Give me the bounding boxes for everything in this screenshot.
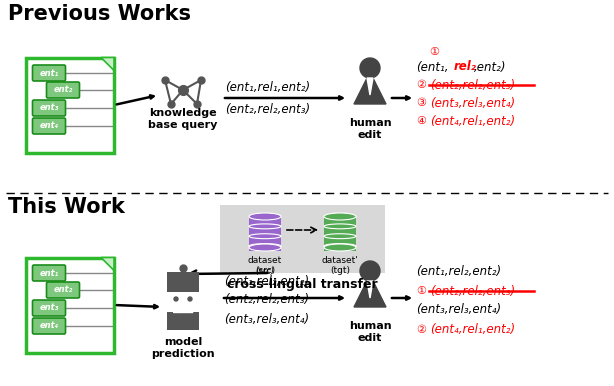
Ellipse shape — [324, 244, 356, 249]
Text: (ent₂,rel₂,ent₃): (ent₂,rel₂,ent₃) — [225, 103, 310, 115]
Ellipse shape — [324, 213, 356, 220]
Ellipse shape — [324, 224, 356, 229]
FancyBboxPatch shape — [33, 100, 66, 116]
Bar — [249, 217, 281, 251]
Text: ent₂: ent₂ — [53, 286, 72, 295]
Ellipse shape — [249, 244, 281, 251]
FancyBboxPatch shape — [33, 318, 66, 334]
Ellipse shape — [324, 234, 356, 239]
Text: rel₂: rel₂ — [454, 61, 477, 73]
Text: ent₃: ent₃ — [39, 103, 58, 112]
Text: cross-lingual transfer: cross-lingual transfer — [227, 278, 378, 291]
Circle shape — [174, 297, 178, 301]
Text: ent₄: ent₄ — [39, 122, 58, 130]
Ellipse shape — [249, 244, 281, 249]
Text: (ent₃,rel₃,ent₄): (ent₃,rel₃,ent₄) — [416, 303, 501, 317]
Text: model
prediction: model prediction — [151, 337, 215, 359]
Ellipse shape — [249, 234, 281, 239]
FancyBboxPatch shape — [33, 118, 66, 134]
Text: ent₂: ent₂ — [53, 86, 72, 95]
Ellipse shape — [249, 213, 281, 220]
Text: ②: ② — [416, 325, 426, 335]
Text: (ent₁,: (ent₁, — [416, 61, 448, 73]
Text: ,ent₂): ,ent₂) — [474, 61, 507, 73]
Text: (ent₁,rel₂,ent₂): (ent₁,rel₂,ent₂) — [224, 274, 309, 288]
Bar — [26, 257, 114, 352]
FancyBboxPatch shape — [47, 82, 79, 98]
Text: This Work: This Work — [8, 197, 125, 217]
Polygon shape — [367, 281, 373, 298]
Bar — [26, 58, 114, 152]
FancyBboxPatch shape — [47, 282, 79, 298]
Bar — [324, 217, 356, 251]
Text: human
edit: human edit — [349, 321, 391, 343]
Polygon shape — [101, 257, 114, 271]
Ellipse shape — [324, 244, 356, 251]
Text: (ent₂,rel₂,ent₃): (ent₂,rel₂,ent₃) — [430, 78, 515, 91]
Circle shape — [360, 58, 380, 78]
Polygon shape — [101, 58, 114, 71]
FancyBboxPatch shape — [33, 265, 66, 281]
Text: human
edit: human edit — [349, 118, 391, 140]
Text: (src): (src) — [255, 267, 274, 276]
Text: ③: ③ — [416, 98, 426, 108]
Polygon shape — [367, 78, 373, 95]
Circle shape — [172, 295, 180, 303]
FancyBboxPatch shape — [33, 65, 66, 81]
Text: ④: ④ — [416, 116, 426, 126]
Circle shape — [186, 295, 194, 303]
Text: ②: ② — [416, 80, 426, 90]
Text: (ent₄,rel₁,ent₂): (ent₄,rel₁,ent₂) — [430, 115, 515, 127]
Text: (ent₃,rel₃,ent₄): (ent₃,rel₃,ent₄) — [224, 313, 309, 325]
FancyBboxPatch shape — [33, 300, 66, 316]
Text: (ent₄,rel₁,ent₂): (ent₄,rel₁,ent₂) — [430, 323, 515, 337]
Text: ent₁: ent₁ — [39, 68, 58, 78]
Polygon shape — [354, 281, 386, 307]
FancyBboxPatch shape — [167, 312, 199, 330]
FancyBboxPatch shape — [167, 272, 199, 292]
Circle shape — [360, 261, 380, 281]
Text: ①: ① — [429, 47, 439, 57]
Circle shape — [188, 297, 192, 301]
Text: ent₄: ent₄ — [39, 322, 58, 330]
Text: (ent₁,rel₁,ent₂): (ent₁,rel₁,ent₂) — [225, 81, 310, 93]
Text: (ent₂,rel₂,ent₃): (ent₂,rel₂,ent₃) — [430, 284, 515, 298]
Text: ①: ① — [416, 286, 426, 296]
Text: dataset'
(tgt): dataset' (tgt) — [322, 256, 359, 275]
Text: Previous Works: Previous Works — [8, 4, 191, 24]
Ellipse shape — [249, 224, 281, 229]
Text: (ent₃,rel₃,ent₄): (ent₃,rel₃,ent₄) — [430, 96, 515, 110]
Text: (ent₂,rel₂,ent₃): (ent₂,rel₂,ent₃) — [224, 293, 309, 306]
Text: ent₃: ent₃ — [39, 303, 58, 313]
Text: (ent₁,rel₂,ent₂): (ent₁,rel₂,ent₂) — [416, 266, 501, 279]
Text: dataset
(src): dataset (src) — [248, 256, 282, 275]
Text: ent₁: ent₁ — [39, 269, 58, 278]
Polygon shape — [354, 78, 386, 104]
Bar — [220, 205, 385, 273]
Text: knowledge
base query: knowledge base query — [149, 108, 218, 130]
